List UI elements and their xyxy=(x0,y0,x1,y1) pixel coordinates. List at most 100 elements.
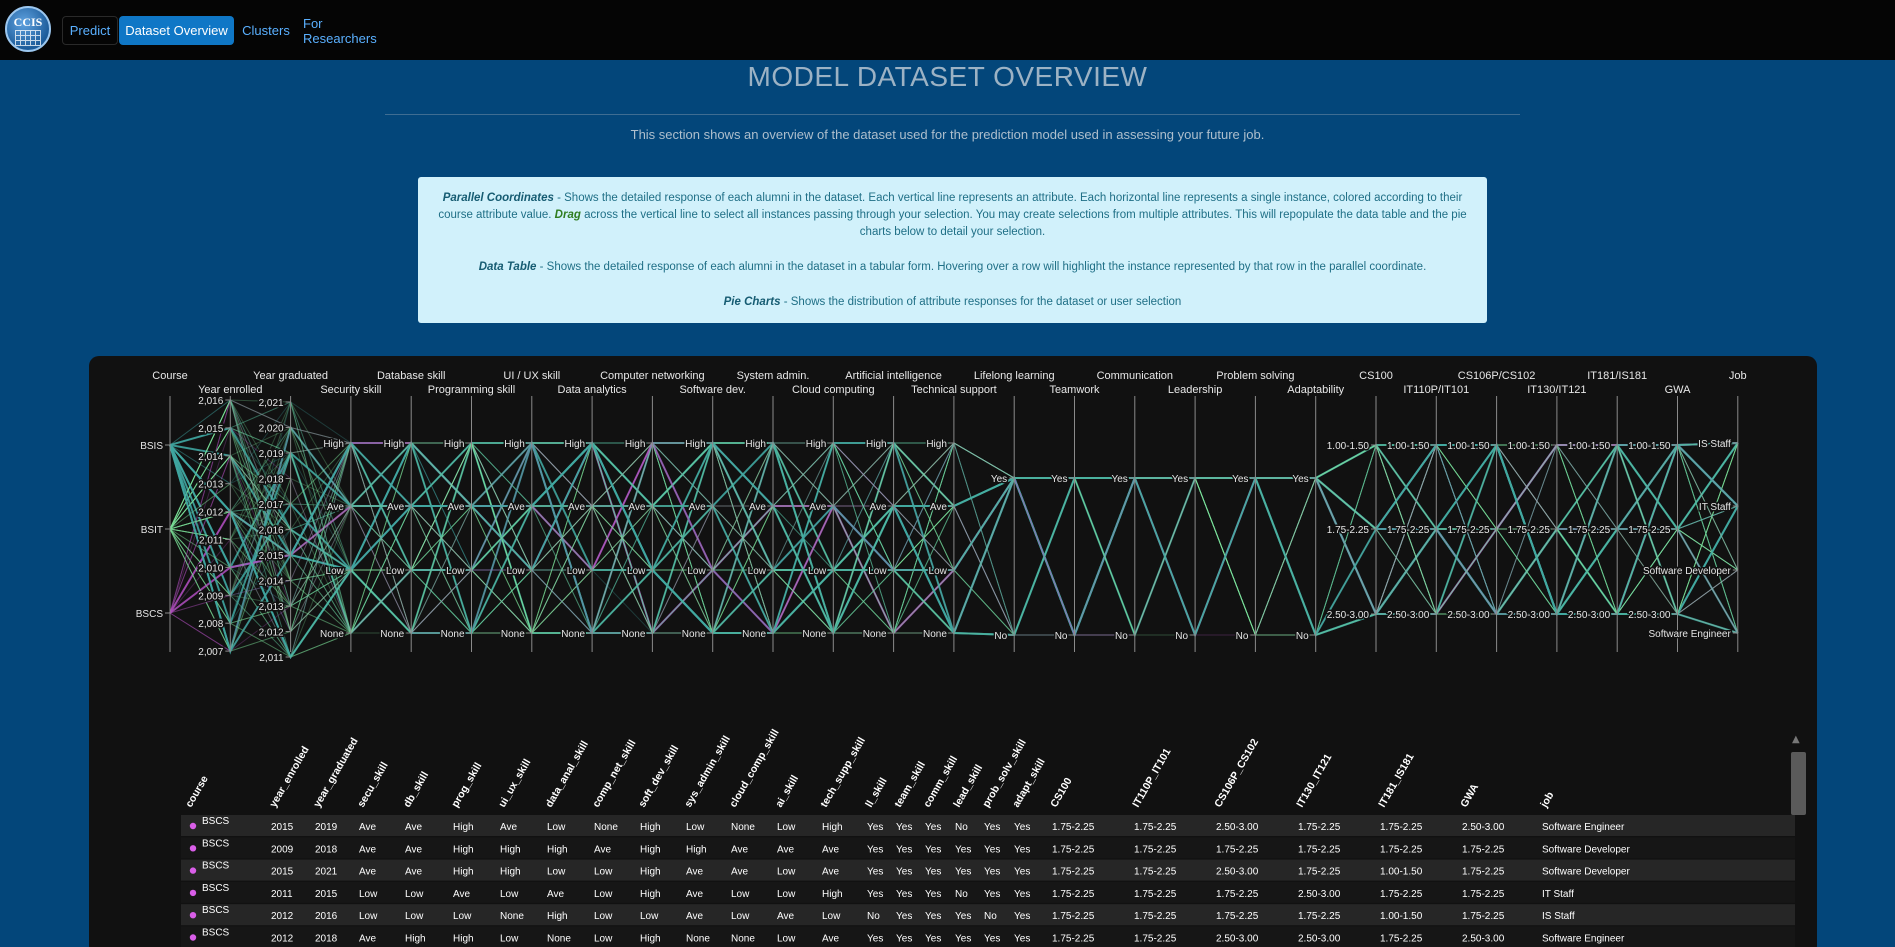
table-column-header[interactable]: cloud_comp_skill xyxy=(727,727,781,809)
table-column-header[interactable]: ui_ux_skill xyxy=(496,757,533,810)
table-cell: Yes xyxy=(1014,822,1030,833)
axis-lifelong-learning[interactable]: Lifelong learning Yes No xyxy=(974,370,1055,652)
table-column-header[interactable]: ll_skill xyxy=(863,776,889,810)
axis-tick-label: Low xyxy=(748,566,767,577)
axis-tick-label: 2,016 xyxy=(198,396,223,407)
axis-tick-label: None xyxy=(742,629,766,640)
axis-system-admin-[interactable]: System admin. High Ave Low None xyxy=(737,370,810,652)
table-cell: 1.75-2.25 xyxy=(1052,844,1095,855)
table-column-header[interactable]: soft_dev_skill xyxy=(636,743,681,809)
tab-for-researchers[interactable]: For Researchers xyxy=(303,15,377,46)
page-subtitle: This section shows an overview of the da… xyxy=(630,127,1265,142)
table-cell: Yes xyxy=(1014,934,1030,945)
table-cell: Yes xyxy=(984,889,1000,900)
table-column-header[interactable]: comp_net_skill xyxy=(590,738,638,810)
table-column-header[interactable]: job xyxy=(1538,790,1557,811)
table-column-header[interactable]: year_graduated xyxy=(311,736,360,810)
axis-data-analytics[interactable]: Data analytics High Ave Low None xyxy=(558,384,628,652)
axis-tick-label: 2,020 xyxy=(259,424,284,435)
axis-tick-label: Yes xyxy=(1292,474,1308,485)
axis-tick-label: 2,015 xyxy=(198,424,223,435)
axis-artificial-intelligence[interactable]: Artificial intelligence High Ave Low None xyxy=(845,370,942,652)
axis-security-skill[interactable]: Security skill High Ave Low None xyxy=(318,384,381,652)
table-cell: Ave xyxy=(822,844,839,855)
tab-predict[interactable]: Predict xyxy=(62,16,118,45)
table-column-header[interactable]: db_skill xyxy=(401,770,431,810)
axis-year-graduated[interactable]: Year graduated 2,021 2,020 2,019 2,018 2,017 2… xyxy=(253,370,328,666)
table-column-header[interactable]: course xyxy=(183,774,211,810)
info-pie-charts: Pie Charts - Shows the distribution of a… xyxy=(430,294,1475,311)
table-row[interactable]: BSCS 2011 2015 Low Low Ave Low Ave Low High Ave Low… xyxy=(181,881,1795,903)
axis-it130-it121[interactable]: IT130/IT121 1.00-1.50 1.75-2.25 2.50-3.00 xyxy=(1506,384,1587,652)
axis-it181-is181[interactable]: IT181/IS181 1.00-1.50 1.75-2.25 2.50-3.00 xyxy=(1566,370,1647,652)
axis-problem-solving[interactable]: Problem solving Yes No xyxy=(1216,370,1295,652)
table-cell: High xyxy=(640,889,661,900)
axis-job[interactable]: Job IS Staff IT Staff Software Developer Sof… xyxy=(1641,370,1747,652)
table-row[interactable]: BSCS 2015 2019 Ave Ave High Ave Low None High Low N… xyxy=(181,815,1795,836)
table-cell: 2.50-3.00 xyxy=(1216,867,1259,878)
tab-dataset-overview[interactable]: Dataset Overview xyxy=(119,16,234,45)
table-cell: None xyxy=(500,911,524,922)
axis-label: Programming skill xyxy=(428,384,515,396)
axis-cs100[interactable]: CS100 1.00-1.50 1.75-2.25 2.50-3.00 xyxy=(1325,370,1393,652)
table-column-header[interactable]: year_enrolled xyxy=(267,744,312,809)
table-cell: Ave xyxy=(686,889,703,900)
table-cell: 2015 xyxy=(271,822,294,833)
table-cell: Yes xyxy=(955,867,971,878)
axis-tick-label: 1.00-1.50 xyxy=(1387,441,1430,452)
table-column-header[interactable]: data_anal_skill xyxy=(543,739,591,810)
table-column-header[interactable]: CS106P_CS102 xyxy=(1212,737,1261,810)
table-scrollbar-thumb[interactable] xyxy=(1791,752,1806,815)
table-row-background xyxy=(181,926,1795,947)
table-cell: 1.75-2.25 xyxy=(1134,889,1177,900)
ccis-logo[interactable]: CCIS xyxy=(5,6,51,52)
table-row[interactable]: BSCS 2012 2016 Low Low Low None High Low Low Ave Lo… xyxy=(181,904,1795,926)
table-column-header[interactable]: GWA xyxy=(1458,781,1481,809)
table-cell: Yes xyxy=(925,911,941,922)
table-cell: Software Engineer xyxy=(1542,822,1625,833)
axis-adaptability[interactable]: Adaptability Yes No xyxy=(1287,384,1345,652)
axis-tick-label: 2.50-3.00 xyxy=(1628,610,1671,621)
table-column-header[interactable]: IT110P_IT101 xyxy=(1130,746,1173,809)
table-cell: IS Staff xyxy=(1542,911,1575,922)
table-column-header[interactable]: prog_skill xyxy=(449,760,484,809)
table-column-header[interactable]: IT181_IS181 xyxy=(1376,751,1417,809)
axis-cs106p-cs102[interactable]: CS106P/CS102 1.00-1.50 1.75-2.25 2.50-3.00 xyxy=(1446,370,1535,652)
table-cell: Software Developer xyxy=(1542,867,1630,878)
axis-database-skill[interactable]: Database skill High Ave Low None xyxy=(377,370,445,652)
axis-computer-networking[interactable]: Computer networking High Ave Low None xyxy=(600,370,705,652)
table-cell: 2011 xyxy=(271,889,293,900)
table-column-header[interactable]: sys_admin_skill xyxy=(682,734,733,810)
table-row-background xyxy=(181,904,1795,926)
axis-cloud-computing[interactable]: Cloud computing High Ave Low None xyxy=(792,384,875,652)
axis-course[interactable]: Course BSIS BSIT BSCS xyxy=(134,370,188,652)
table-column-header[interactable]: IT130_IT121 xyxy=(1294,752,1334,810)
axis-ui-ux-skill[interactable]: UI / UX skill High Ave Low None xyxy=(499,370,560,652)
table-row[interactable]: BSCS 2012 2018 Ave High High Low None Low High Non… xyxy=(181,926,1795,947)
axis-label: Data analytics xyxy=(558,384,628,396)
axis-leadership[interactable]: Leadership Yes No xyxy=(1168,384,1222,652)
axis-gwa[interactable]: GWA 1.00-1.50 1.75-2.25 2.50-3.00 xyxy=(1627,384,1691,652)
table-cell: 2012 xyxy=(271,934,294,945)
table-column-header[interactable]: ai_skill xyxy=(773,773,801,809)
axis-it110p-it101[interactable]: IT110P/IT101 1.00-1.50 1.75-2.25 2.50-3.00 xyxy=(1386,384,1469,652)
table-row[interactable]: BSCS 2009 2018 Ave Ave High High High Ave High Hig… xyxy=(181,837,1795,859)
scroll-up-icon[interactable]: ▲ xyxy=(1792,734,1800,745)
axis-technical-support[interactable]: Technical support High Ave Low None xyxy=(911,384,997,652)
table-cell: High xyxy=(453,822,474,833)
table-column-header[interactable]: CS100 xyxy=(1048,776,1075,810)
axis-programming-skill[interactable]: Programming skill High Ave Low None xyxy=(428,384,515,652)
axis-software-dev-[interactable]: Software dev. High Ave Low None xyxy=(679,384,746,652)
axis-communication[interactable]: Communication Yes No xyxy=(1097,370,1173,652)
axis-label: Year enrolled xyxy=(198,384,262,396)
table-row[interactable]: BSCS 2015 2021 Ave Ave High High Low Low High Ave A… xyxy=(181,859,1795,881)
table-column-header[interactable]: secu_skill xyxy=(355,760,391,810)
table-column-header[interactable]: tech_supp_skill xyxy=(818,735,868,809)
table-cell: Ave xyxy=(453,889,470,900)
axis-label: Database skill xyxy=(377,370,445,382)
axis-teamwork[interactable]: Teamwork Yes No xyxy=(1049,384,1100,652)
axis-tick-label: 2,017 xyxy=(259,500,284,511)
tab-clusters[interactable]: Clusters xyxy=(242,23,290,38)
